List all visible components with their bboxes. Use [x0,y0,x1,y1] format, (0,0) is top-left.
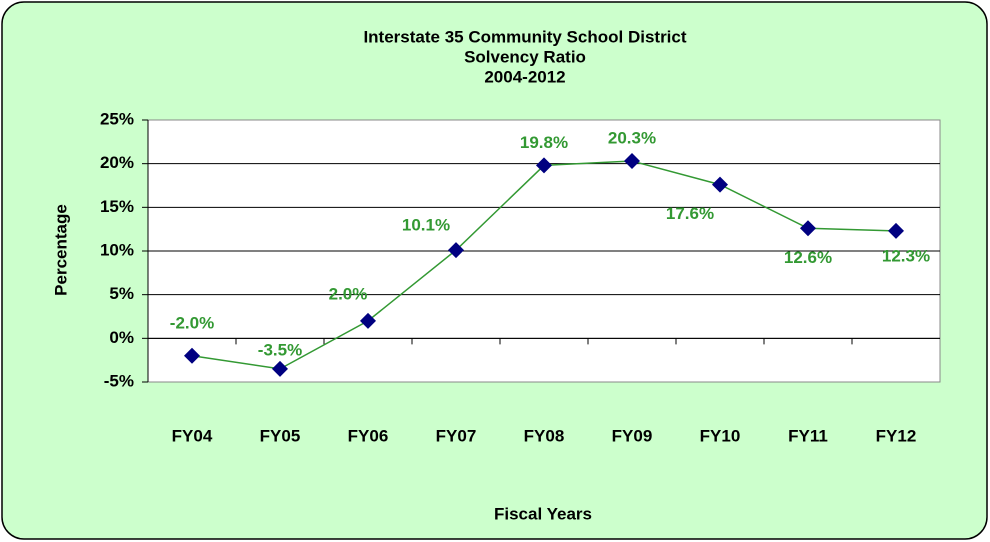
y-tick-label: 20% [100,153,134,172]
chart-title: Interstate 35 Community School District [363,27,686,46]
data-label: 19.8% [520,133,568,152]
x-tick-label: FY07 [436,426,477,445]
x-tick-label: FY06 [348,426,389,445]
y-tick-label: 10% [100,240,134,259]
data-label: -2.0% [170,313,214,332]
marker [712,176,728,193]
x-tick-label: FY05 [260,426,301,445]
x-axis-title: Fiscal Years [494,504,592,523]
data-label: 10.1% [402,216,450,235]
x-tick-label: FY11 [788,426,828,445]
y-tick-label: 0% [109,328,134,347]
x-tick-label: FY09 [612,426,653,445]
data-label: 2.0% [329,284,368,303]
data-label: -3.5% [258,340,302,359]
data-label: 12.3% [882,246,930,265]
marker [888,222,904,239]
marker [184,347,200,364]
x-tick-label: FY04 [172,426,213,445]
data-label: 20.3% [608,129,656,148]
marker [360,312,376,329]
y-tick-label: -5% [104,371,134,390]
y-tick-label: 5% [109,284,134,303]
y-tick-label: 15% [100,197,134,216]
x-tick-label: FY12 [876,426,917,445]
y-tick-label: 25% [100,109,134,128]
chart-title: 2004-2012 [484,67,565,86]
x-tick-label: FY08 [524,426,565,445]
data-label: 12.6% [784,248,832,267]
marker [800,220,816,237]
marker [536,157,552,174]
x-tick-label: FY10 [700,426,741,445]
marker [272,360,288,377]
data-label: 17.6% [666,204,714,223]
marker [624,153,640,170]
y-axis-title: Percentage [51,204,70,296]
chart-title: Solvency Ratio [464,47,586,66]
marker [448,242,464,259]
